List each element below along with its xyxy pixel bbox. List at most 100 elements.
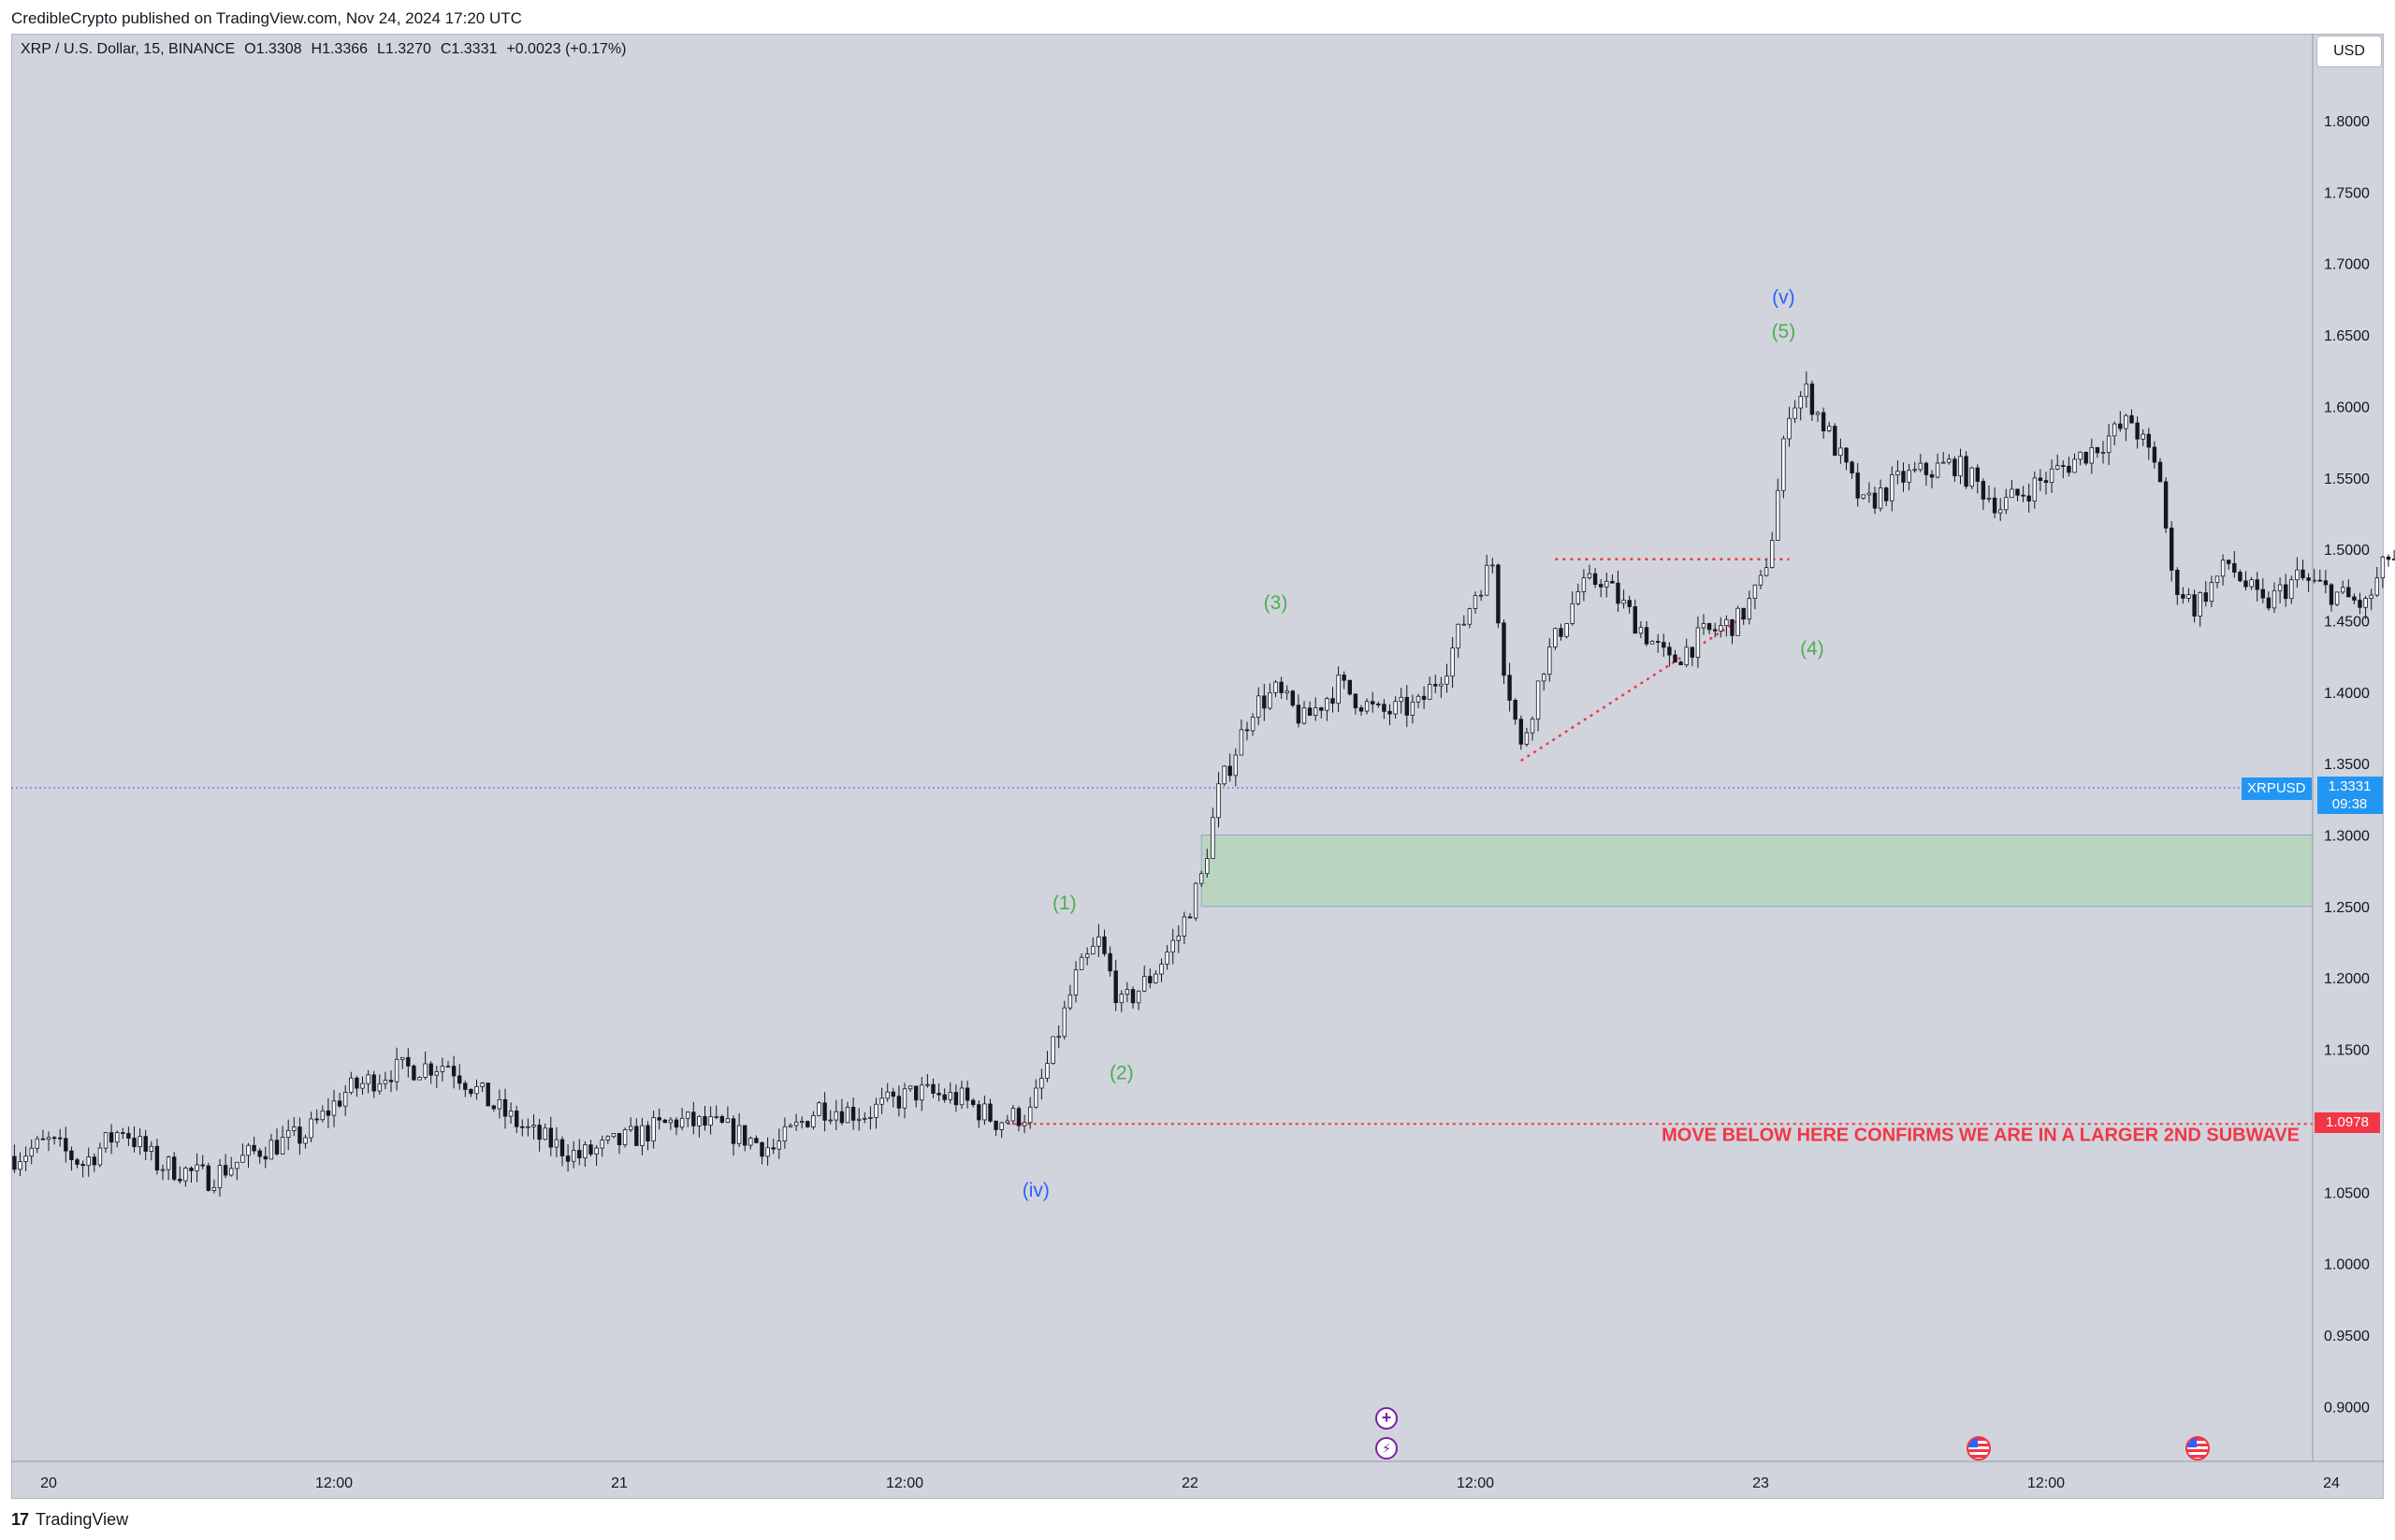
candle-body — [1621, 600, 1626, 604]
candle-body — [754, 1138, 759, 1143]
candle-body — [2095, 446, 2100, 454]
candle-body — [2163, 481, 2169, 529]
candle-body — [2169, 527, 2174, 571]
candle-body — [651, 1117, 656, 1141]
candle-body — [925, 1083, 930, 1086]
candle-body — [1507, 675, 1512, 701]
candle-body — [115, 1132, 120, 1143]
wedge-trendline[interactable] — [1520, 612, 1750, 763]
candle-body — [1376, 704, 1381, 705]
candle-body — [132, 1138, 137, 1147]
x-tick-label: 23 — [1752, 1475, 1769, 1491]
legend-low: L1.3270 — [377, 41, 431, 57]
candle-body — [2243, 580, 2248, 588]
candle-body — [1199, 873, 1204, 884]
candle-body — [1096, 936, 1101, 947]
candle-body — [1616, 582, 1620, 604]
candle-body — [2209, 582, 2214, 603]
candle-body — [1399, 696, 1403, 703]
candle-body — [2141, 433, 2145, 440]
candle-body — [959, 1087, 965, 1106]
candle-body — [634, 1126, 639, 1146]
candle-body — [2214, 575, 2220, 584]
candle-body — [1091, 945, 1096, 955]
us-flag-icon[interactable] — [2185, 1436, 2210, 1460]
candle-body — [1279, 681, 1284, 693]
candle-body — [451, 1066, 457, 1077]
candle-body — [1193, 882, 1198, 919]
candle-body — [2249, 579, 2254, 588]
legend-change: +0.0023 (+0.17%) — [506, 41, 627, 57]
plus-circle-icon[interactable]: + — [1375, 1407, 1398, 1430]
candle-body — [994, 1120, 998, 1130]
tradingview-logo-icon: 17 — [11, 1510, 29, 1529]
candle-body — [1981, 481, 1986, 500]
candle-body — [331, 1100, 337, 1116]
wave-label: (1) — [1052, 893, 1077, 914]
candle-body — [1656, 641, 1661, 643]
candle-body — [2135, 422, 2140, 440]
candle-body — [2334, 591, 2340, 605]
candle-body — [18, 1161, 22, 1170]
candle-body — [617, 1133, 622, 1146]
candle-body — [1884, 487, 1889, 501]
candle-body — [600, 1140, 604, 1149]
candle-body — [121, 1132, 125, 1134]
candle-body — [138, 1136, 142, 1147]
candle-body — [1130, 989, 1136, 1004]
candle-body — [800, 1121, 805, 1123]
candle-body — [1804, 383, 1808, 398]
candle-body — [1627, 600, 1632, 607]
candle-body — [914, 1085, 919, 1101]
candle-body — [1028, 1106, 1033, 1124]
chart-area[interactable] — [11, 34, 2384, 1499]
candle-body — [1301, 707, 1307, 724]
support-zone[interactable] — [1200, 835, 2314, 908]
x-tick-label: 12:00 — [886, 1475, 923, 1491]
candle-body — [1113, 970, 1118, 1004]
candle-body — [183, 1168, 188, 1182]
candle-body — [126, 1133, 131, 1139]
candle-body — [417, 1077, 422, 1081]
candle-body — [51, 1137, 57, 1140]
candle-body — [1159, 964, 1164, 975]
candle-body — [703, 1115, 707, 1126]
candle-body — [103, 1132, 109, 1149]
candle-body — [2358, 600, 2362, 608]
candle-body — [1895, 471, 1900, 475]
candle-body — [1444, 676, 1449, 685]
candle-body — [714, 1115, 718, 1118]
candle-body — [857, 1118, 862, 1121]
candle-body — [2317, 579, 2322, 582]
candle-body — [2152, 446, 2157, 463]
candle-body — [1371, 701, 1375, 705]
candle-body — [2021, 494, 2025, 497]
candle-body — [235, 1161, 240, 1170]
candle-body — [731, 1118, 736, 1144]
candle-body — [657, 1117, 661, 1121]
candle-body — [240, 1155, 245, 1163]
candle-body — [46, 1137, 51, 1140]
candle-body — [1923, 462, 1929, 475]
tradingview-brand[interactable]: 17 TradingView — [11, 1510, 128, 1530]
currency-button[interactable]: USD — [2316, 36, 2382, 67]
candle-body — [515, 1111, 519, 1127]
candle-body — [1358, 707, 1364, 712]
candle-body — [1940, 461, 1946, 464]
lightning-circle-icon[interactable]: ⚡ — [1375, 1437, 1398, 1460]
candle-body — [1713, 629, 1718, 632]
candle-body — [1907, 470, 1911, 483]
candle-body — [1262, 695, 1267, 709]
candle-body — [274, 1140, 280, 1155]
y-tick-label: 1.4000 — [2324, 686, 2370, 702]
candle-body — [622, 1129, 628, 1146]
candle-body — [434, 1071, 439, 1076]
candle-body — [1490, 564, 1495, 567]
candle-body — [662, 1119, 667, 1124]
us-flag-icon[interactable] — [1967, 1436, 1991, 1460]
candle-body — [1410, 701, 1415, 716]
candle-body — [309, 1118, 313, 1139]
candle-body — [428, 1063, 433, 1076]
candle-body — [1821, 412, 1826, 431]
